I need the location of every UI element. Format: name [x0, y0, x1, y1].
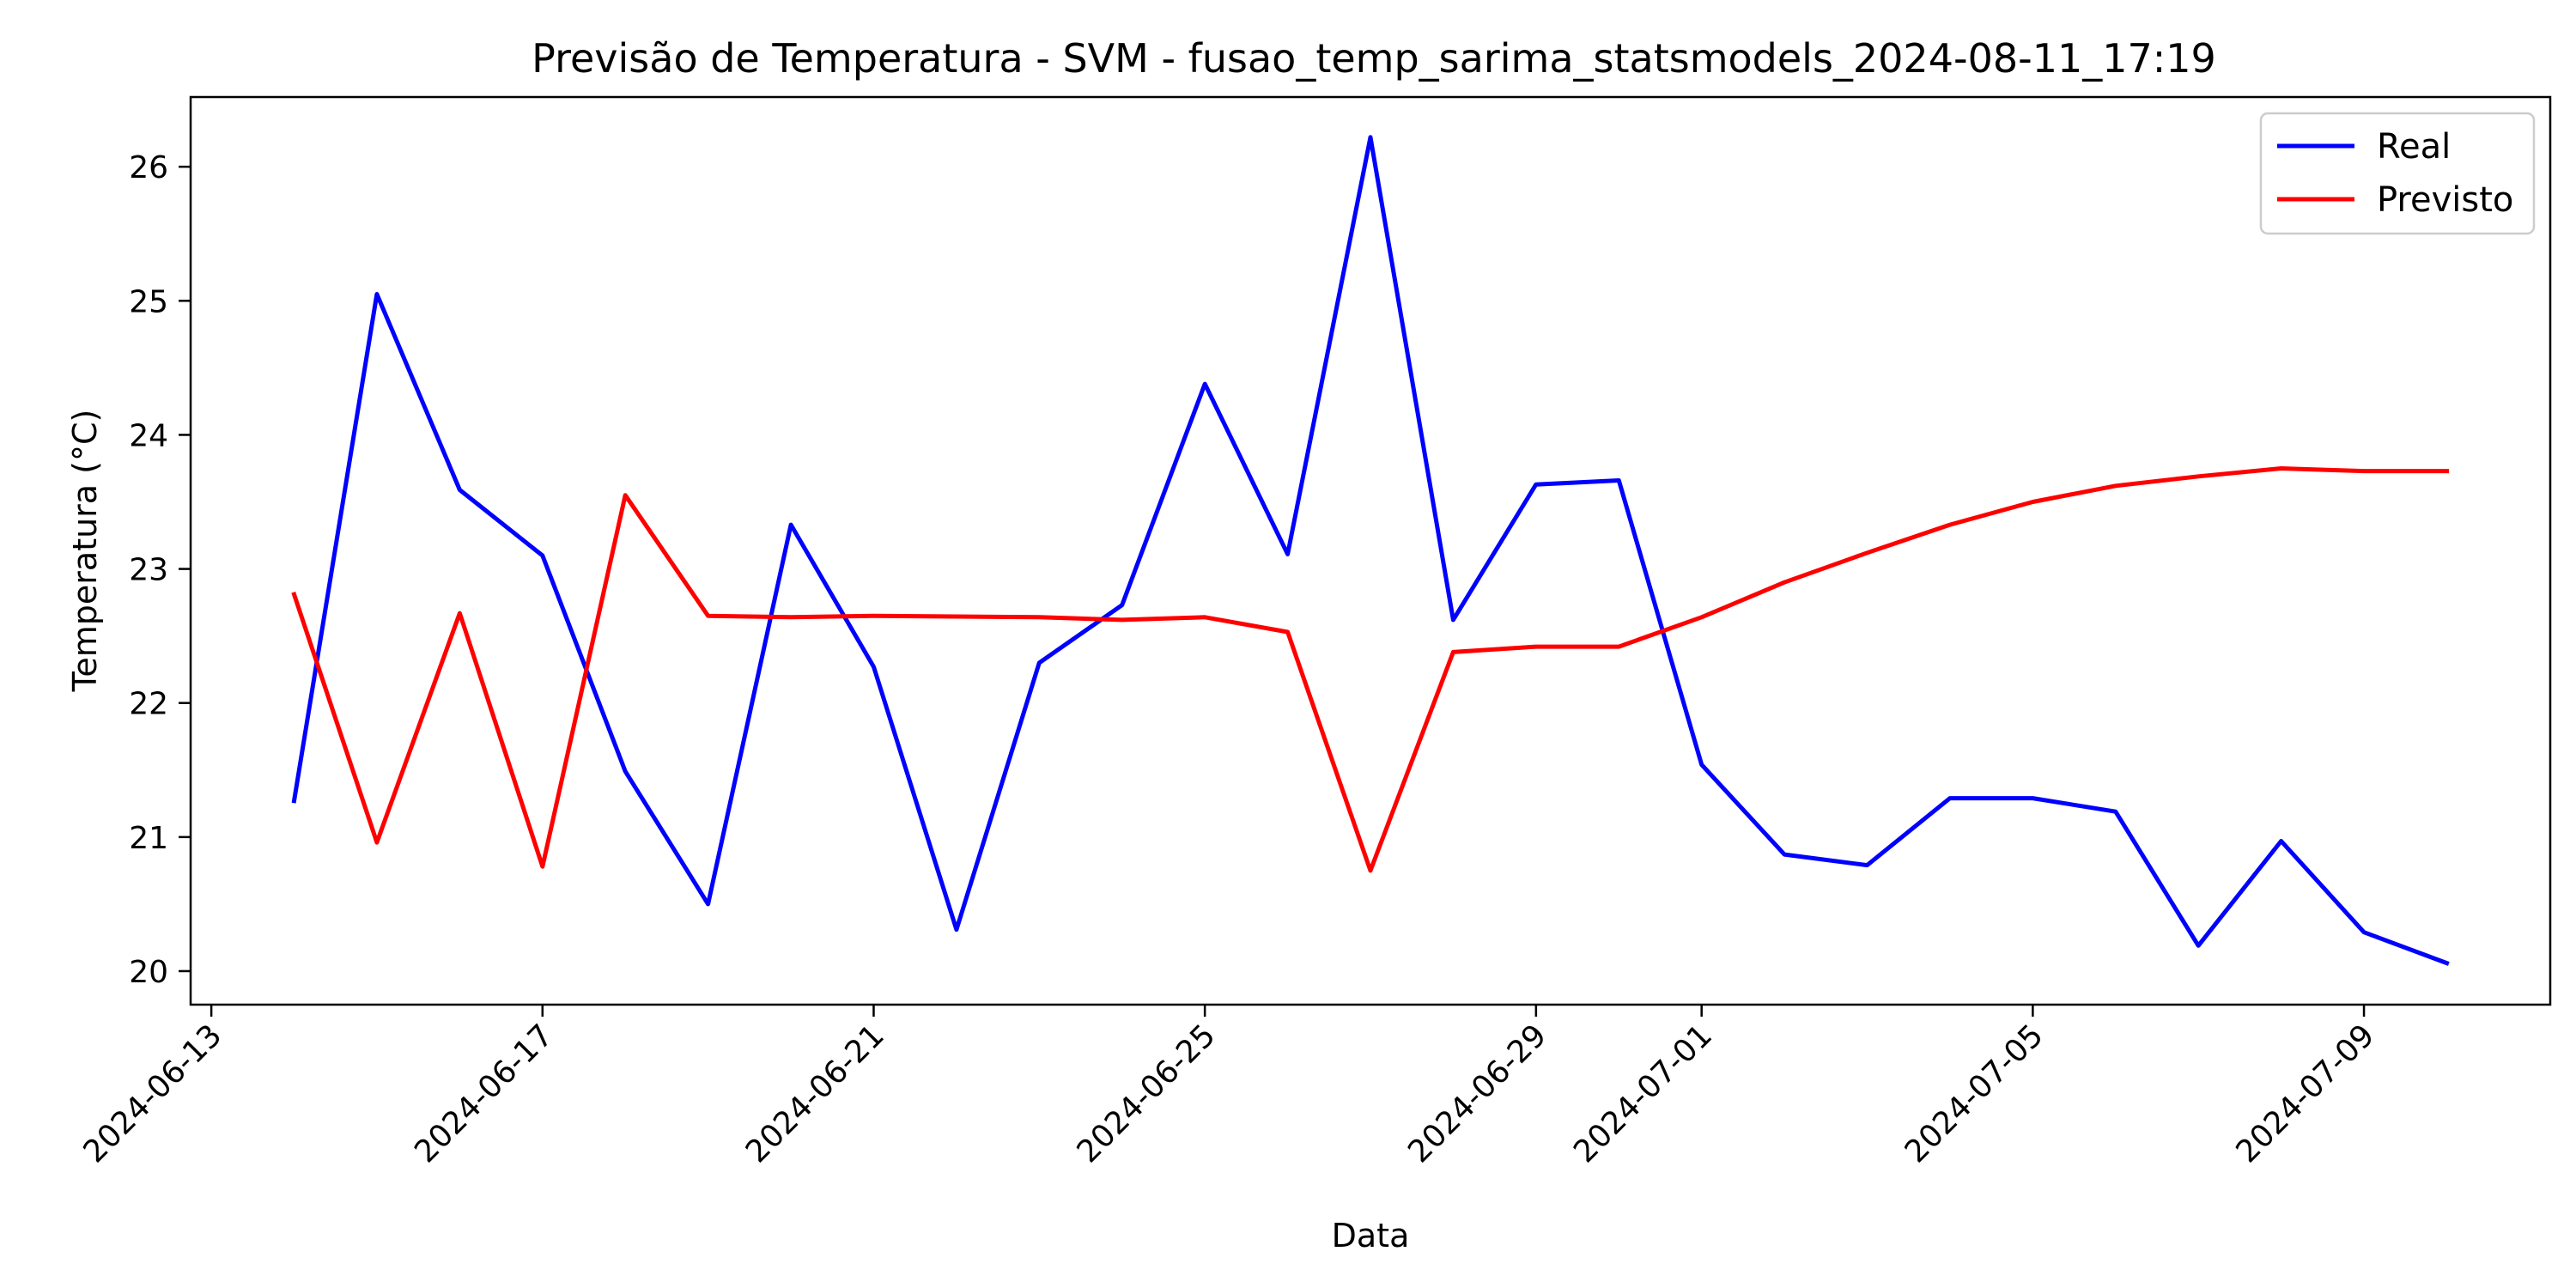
y-axis-label: Temperatura (°C): [66, 410, 104, 693]
y-ticks: 20 21 22 23 24 25 26: [129, 150, 191, 990]
series-layer: [291, 135, 2450, 966]
plot-frame: [189, 95, 2552, 1006]
legend-label-previsto: Previsto: [2377, 180, 2513, 220]
y-tick-label: 20: [129, 955, 168, 990]
legend-label-real: Real: [2377, 127, 2451, 167]
y-tick-label: 25: [129, 284, 168, 319]
x-axis-label: Data: [1332, 1217, 1410, 1255]
chart-title: Previsão de Temperatura - SVM - fusao_te…: [532, 35, 2216, 82]
y-tick-label: 24: [129, 418, 168, 453]
y-tick-label: 23: [129, 553, 168, 588]
y-tick-label: 22: [129, 687, 168, 722]
series-line-real: [291, 135, 2450, 966]
y-tick-label: 26: [129, 150, 168, 185]
legend-box: [2259, 112, 2536, 235]
y-tick-label: 21: [129, 821, 168, 856]
legend: Real Previsto: [2259, 112, 2536, 235]
series-line-previsto: [291, 466, 2449, 873]
